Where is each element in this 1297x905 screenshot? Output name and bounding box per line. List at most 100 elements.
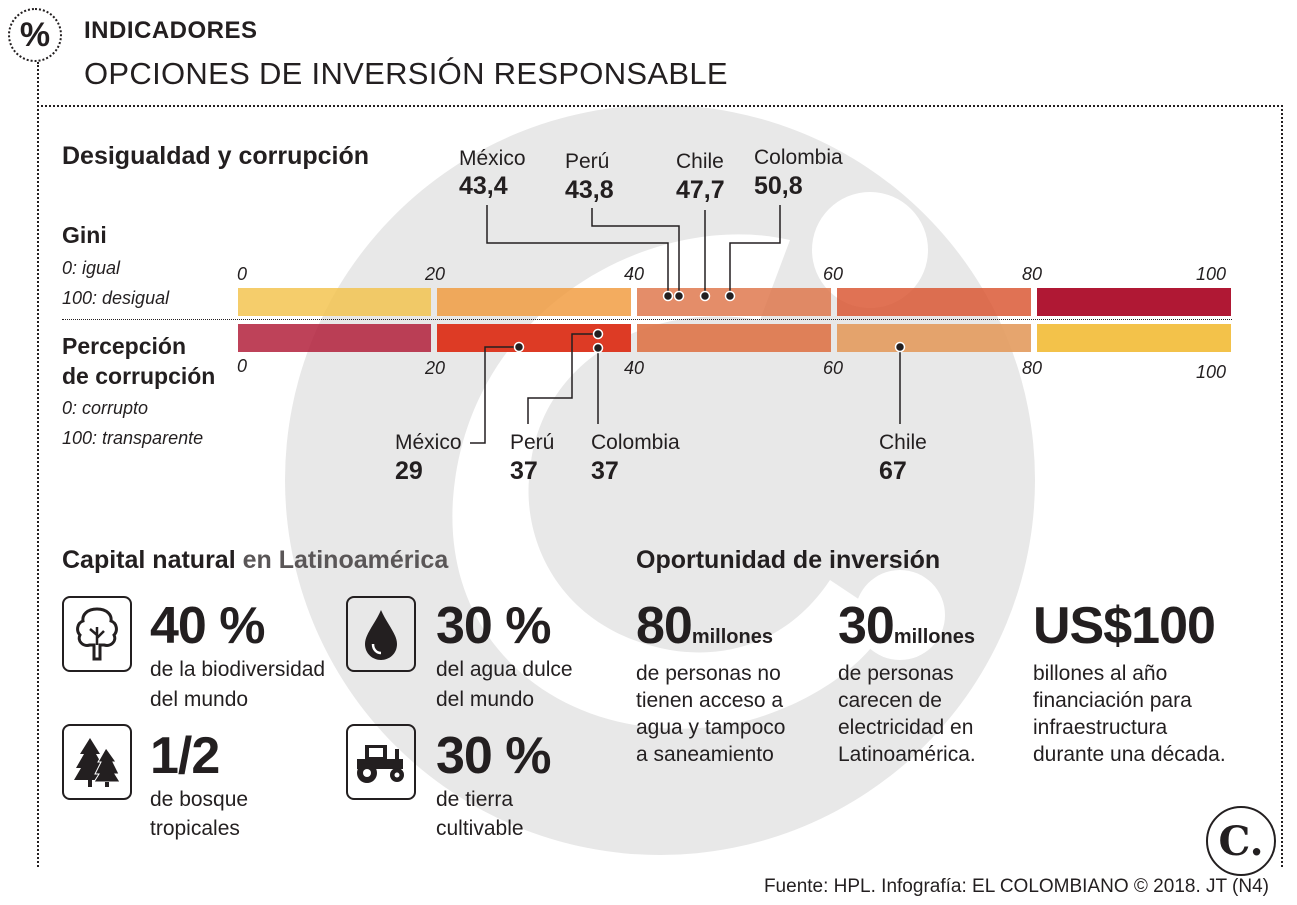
- corruption-label-line2: de corrupción: [62, 363, 216, 389]
- fresh-water-line2: del mundo: [436, 688, 535, 711]
- gini-country-peru: Perú: [565, 150, 610, 173]
- water-drop-icon: [346, 596, 416, 672]
- natural-capital-title-bold: Capital natural: [62, 546, 236, 574]
- frame-border-left: [37, 62, 39, 867]
- infrastructure-desc: billones al año financiación para infrae…: [1033, 660, 1226, 768]
- el-colombiano-logo: C.: [1206, 806, 1276, 876]
- gini-value-chile: 47,7: [676, 176, 725, 204]
- kicker: INDICADORES: [84, 17, 258, 44]
- water-access-line4: a saneamiento: [636, 743, 774, 766]
- arable-land-figure: 30 %: [436, 727, 552, 785]
- water-access-stat: 80millones: [636, 600, 773, 652]
- corruption-segment-60-80: [837, 324, 1031, 352]
- gini-segment-80-100: [1037, 288, 1231, 316]
- arable-land-line1: de tierra: [436, 788, 514, 811]
- corruption-segment-40-60: [637, 324, 831, 352]
- corruption-country-chile: Chile: [879, 431, 927, 454]
- corruption-marker-peru: [592, 328, 604, 340]
- percent-badge-icon: %: [8, 8, 62, 62]
- source-credit: Fuente: HPL. Infografía: EL COLOMBIANO ©…: [763, 876, 1269, 897]
- electricity-figure: 30: [838, 597, 895, 655]
- gini-tick-100: 100: [1196, 264, 1227, 284]
- water-access-line3: agua y tampoco: [636, 716, 786, 739]
- gini-tick-40: 40: [624, 264, 645, 284]
- pine-forest-icon: [62, 724, 132, 800]
- infrastructure-figure: US$100: [1033, 597, 1216, 655]
- infrastructure-line1: billones al año: [1033, 662, 1168, 685]
- fresh-water-line1: del agua dulce: [436, 658, 573, 681]
- electricity-line3: electricidad en: [838, 716, 974, 739]
- corruption-legend-low: 0: corrupto: [62, 398, 149, 418]
- water-access-line2: tienen acceso a: [636, 689, 784, 712]
- electricity-stat: 30millones: [838, 600, 975, 652]
- electricity-desc: de personas carecen de electricidad en L…: [838, 660, 976, 768]
- tropical-forest-line1: de bosque: [150, 788, 249, 811]
- gini-marker-peru: [673, 290, 685, 302]
- corruption-value-mexico: 29: [395, 457, 423, 485]
- corruption-tick-60: 60: [823, 358, 844, 378]
- biodiversity-line1: de la biodiversidad: [150, 658, 326, 681]
- gini-country-colombia: Colombia: [754, 146, 843, 169]
- tropical-forest-figure: 1/2: [150, 727, 220, 785]
- corruption-tick-20: 20: [425, 358, 446, 378]
- tree-icon: [62, 596, 132, 672]
- tractor-icon: [346, 724, 416, 800]
- corruption-label-line1: Percepción: [62, 333, 186, 359]
- gini-value-mexico: 43,4: [459, 172, 508, 200]
- electricity-line1: de personas: [838, 662, 954, 685]
- natural-capital-title: Capital natural en Latinoamérica: [62, 546, 448, 575]
- corruption-segment-0-20: [238, 324, 431, 352]
- gini-segment-20-40: [437, 288, 631, 316]
- gini-tick-20: 20: [425, 264, 446, 284]
- corruption-country-peru: Perú: [510, 431, 555, 454]
- gini-label: Gini: [62, 222, 107, 248]
- gini-marker-colombia: [724, 290, 736, 302]
- corruption-marker-colombia: [592, 342, 604, 354]
- corruption-tick-80: 80: [1022, 358, 1043, 378]
- water-access-desc: de personas no tienen acceso a agua y ta…: [636, 660, 785, 768]
- gini-tick-80: 80: [1022, 264, 1043, 284]
- corruption-value-peru: 37: [510, 457, 538, 485]
- corruption-tick-40: 40: [624, 358, 645, 378]
- gini-tick-0: 0: [237, 264, 248, 284]
- arable-land-line2: cultivable: [436, 817, 524, 840]
- gini-country-chile: Chile: [676, 150, 724, 173]
- corruption-tick-0: 0: [237, 356, 248, 376]
- corruption-legend-high: 100: transparente: [62, 428, 204, 448]
- gini-tick-60: 60: [823, 264, 844, 284]
- corruption-country-mexico: México: [395, 431, 462, 454]
- biodiversity-figure: 40 %: [150, 597, 266, 655]
- opportunity-title: Oportunidad de inversión: [636, 546, 941, 574]
- tropical-forest-line2: tropicales: [150, 817, 240, 840]
- corruption-tick-100: 100: [1196, 362, 1227, 382]
- corruption-segment-80-100: [1037, 324, 1231, 352]
- corruption-marker-mexico: [513, 341, 525, 353]
- gini-marker-chile: [699, 290, 711, 302]
- gini-segment-60-80: [837, 288, 1031, 316]
- gini-legend-high: 100: desigual: [62, 288, 170, 308]
- gini-value-colombia: 50,8: [754, 172, 803, 200]
- water-access-unit: millones: [691, 626, 773, 648]
- corruption-marker-chile: [894, 341, 906, 353]
- gini-country-mexico: México: [459, 147, 526, 170]
- infrastructure-stat: US$100: [1033, 597, 1216, 655]
- natural-capital-title-rest: en Latinoamérica: [235, 546, 449, 574]
- fresh-water-figure: 30 %: [436, 597, 552, 655]
- gini-value-peru: 43,8: [565, 176, 614, 204]
- water-access-line1: de personas no: [636, 662, 781, 685]
- electricity-line4: Latinoamérica.: [838, 743, 976, 766]
- gini-marker-mexico: [662, 290, 674, 302]
- water-access-figure: 80: [636, 597, 693, 655]
- infrastructure-line3: infraestructura: [1033, 716, 1168, 739]
- headline: OPCIONES DE INVERSIÓN RESPONSABLE: [84, 56, 728, 91]
- biodiversity-line2: del mundo: [150, 688, 249, 711]
- scale-separator: [62, 319, 1232, 320]
- gini-segment-0-20: [238, 288, 431, 316]
- gini-legend-low: 0: igual: [62, 258, 121, 278]
- corruption-country-colombia: Colombia: [591, 431, 680, 454]
- electricity-line2: carecen de: [838, 689, 942, 712]
- infrastructure-line4: durante una década.: [1033, 743, 1226, 766]
- electricity-unit: millones: [893, 626, 975, 648]
- corruption-value-chile: 67: [879, 457, 907, 485]
